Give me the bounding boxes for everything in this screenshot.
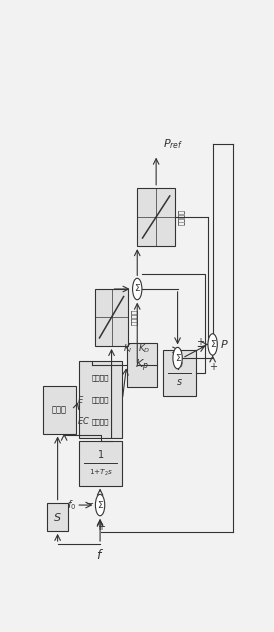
Text: $f$: $f$: [96, 548, 104, 562]
Text: $P$: $P$: [220, 339, 229, 351]
Text: 规则推理: 规则推理: [92, 418, 109, 425]
Text: $K_i$: $K_i$: [174, 356, 185, 370]
Circle shape: [208, 334, 217, 355]
Text: $+$: $+$: [97, 521, 106, 532]
Text: $1{+}T_2s$: $1{+}T_2s$: [89, 467, 113, 478]
Text: $P_{ref}$: $P_{ref}$: [162, 138, 183, 151]
Text: Σ: Σ: [97, 501, 103, 509]
FancyBboxPatch shape: [163, 350, 196, 396]
Text: $EC$: $EC$: [77, 415, 90, 426]
Text: $1$: $1$: [97, 448, 104, 460]
FancyBboxPatch shape: [79, 441, 122, 485]
Circle shape: [133, 278, 142, 300]
Text: Σ: Σ: [134, 284, 140, 293]
Text: $-$: $-$: [85, 497, 94, 507]
Text: $+$: $+$: [209, 361, 218, 372]
Text: 模糊化: 模糊化: [52, 405, 67, 414]
Text: $f_0$: $f_0$: [67, 498, 76, 512]
Text: 电频控制: 电频控制: [92, 374, 109, 381]
FancyBboxPatch shape: [47, 502, 68, 531]
Text: Σ: Σ: [175, 353, 181, 363]
Text: $S$: $S$: [53, 511, 62, 523]
Text: 限幅环节: 限幅环节: [131, 309, 138, 325]
Circle shape: [95, 494, 105, 516]
Text: 限幅环节: 限幅环节: [178, 209, 184, 225]
FancyBboxPatch shape: [95, 288, 128, 346]
Text: $E$: $E$: [77, 394, 84, 404]
Text: $+$: $+$: [196, 336, 206, 347]
FancyBboxPatch shape: [137, 188, 175, 246]
FancyBboxPatch shape: [43, 386, 76, 434]
Text: Σ: Σ: [210, 340, 215, 349]
FancyBboxPatch shape: [127, 344, 157, 387]
Circle shape: [173, 348, 182, 369]
Text: $K_p$: $K_p$: [135, 357, 149, 374]
Text: $s$: $s$: [176, 377, 183, 387]
Text: $K_D$: $K_D$: [138, 342, 151, 355]
FancyBboxPatch shape: [79, 360, 122, 439]
Text: 模糊控制: 模糊控制: [92, 396, 109, 403]
Text: $K_I$: $K_I$: [123, 342, 133, 355]
